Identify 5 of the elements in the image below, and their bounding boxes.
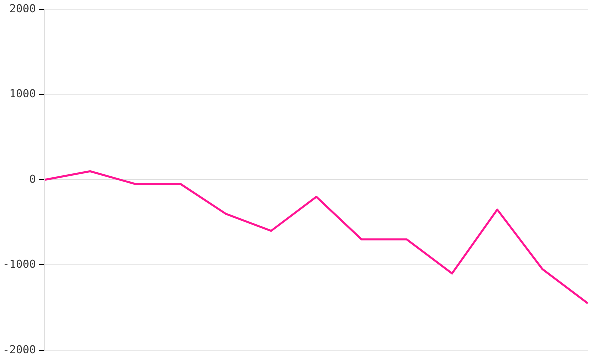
y-tick-label: -1000 (2, 258, 36, 272)
y-tick-label: 1000 (10, 88, 36, 101)
y-tick-label: -2000 (2, 343, 36, 356)
y-tick-label: 0 (29, 172, 36, 186)
y-tick-label: 2000 (10, 2, 36, 16)
